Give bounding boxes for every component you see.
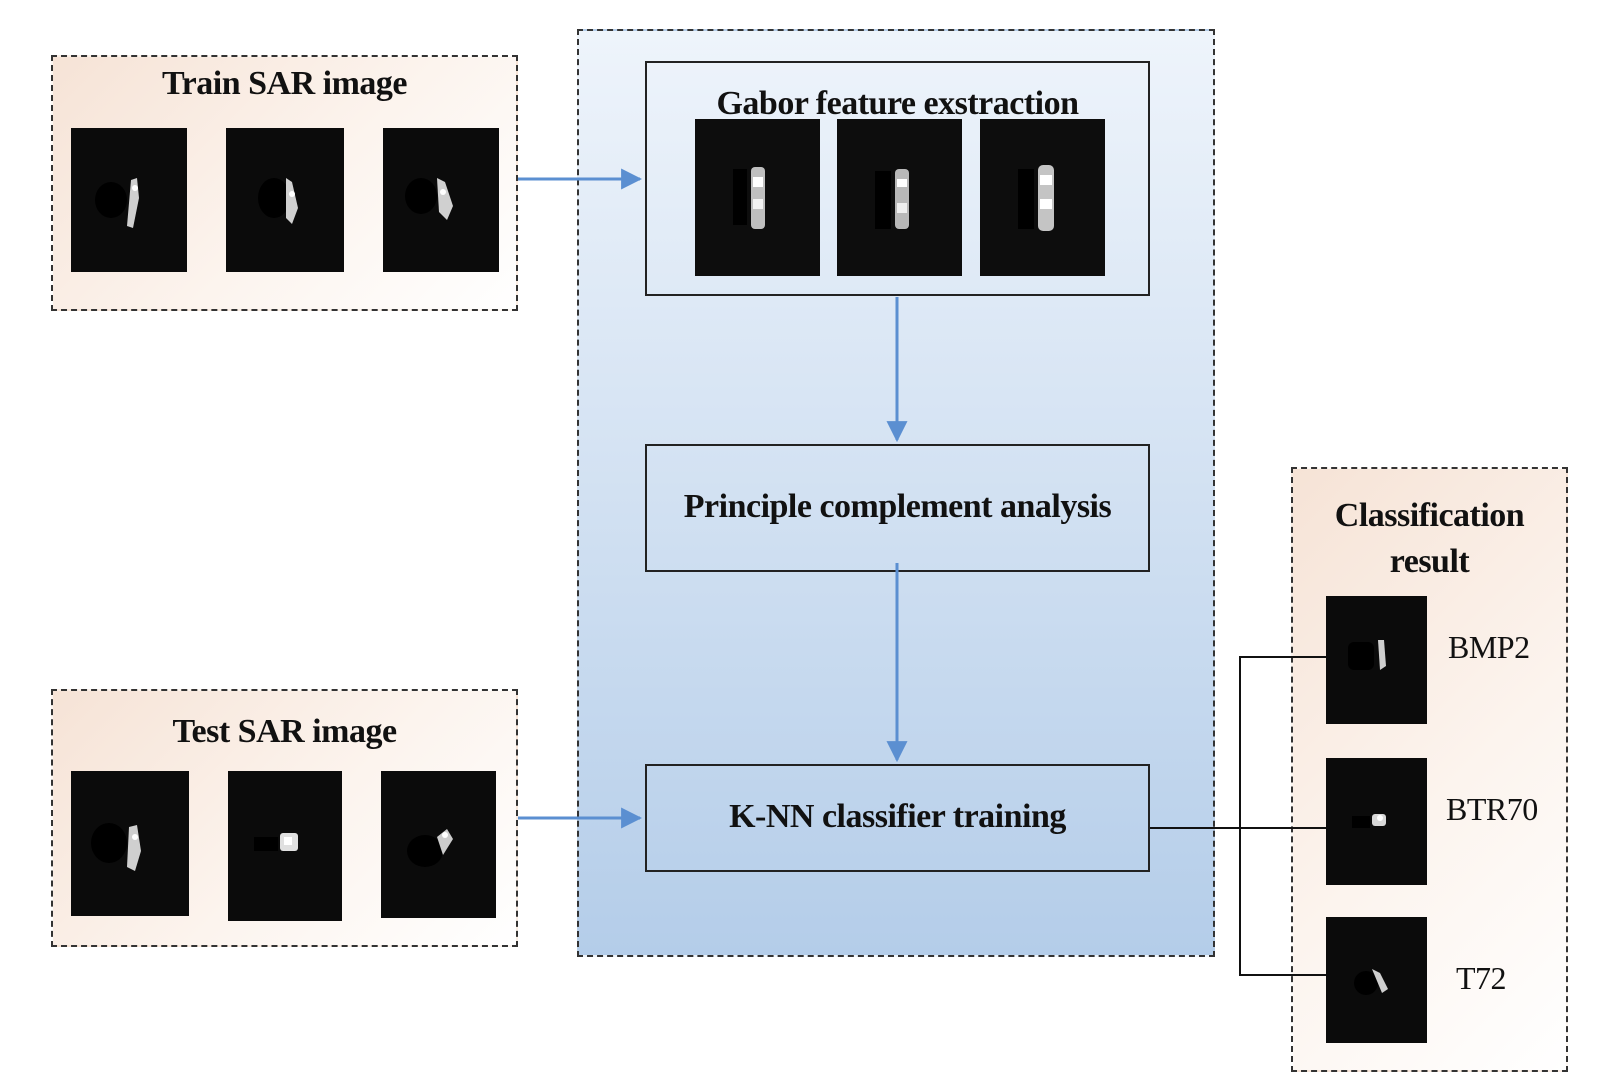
gabor-feature-image-2 (837, 119, 962, 276)
train-sar-title: Train SAR image (162, 65, 407, 102)
pca-title: Principle complement analysis (683, 488, 1112, 525)
knn-title: K-NN classifier training (729, 798, 1066, 835)
result-image-t72 (1326, 917, 1427, 1043)
result-label-btr70: BTR70 (1446, 791, 1538, 827)
knn-box: K-NN classifier training (645, 764, 1150, 872)
classification-title-line-1: Classification (1334, 497, 1525, 534)
test-sar-image-1 (71, 771, 189, 916)
test-sar-image-3 (381, 771, 496, 918)
gabor-feature-image-3 (980, 119, 1105, 276)
test-sar-image-2 (228, 771, 342, 921)
test-sar-title: Test SAR image (172, 713, 397, 750)
gabor-feature-box: Gabor feature exstraction (645, 61, 1150, 296)
train-sar-image-3 (383, 128, 499, 272)
gabor-feature-image-1 (695, 119, 820, 276)
gabor-feature-title: Gabor feature exstraction (716, 85, 1079, 122)
result-label-t72: T72 (1456, 960, 1507, 996)
pca-box: Principle complement analysis (645, 444, 1150, 572)
result-image-btr70 (1326, 758, 1427, 885)
train-sar-image-2 (226, 128, 344, 272)
train-sar-image-1 (71, 128, 187, 272)
result-label-bmp2: BMP2 (1448, 629, 1530, 665)
result-image-bmp2 (1326, 596, 1427, 724)
classification-title-line-2: result (1389, 543, 1470, 580)
